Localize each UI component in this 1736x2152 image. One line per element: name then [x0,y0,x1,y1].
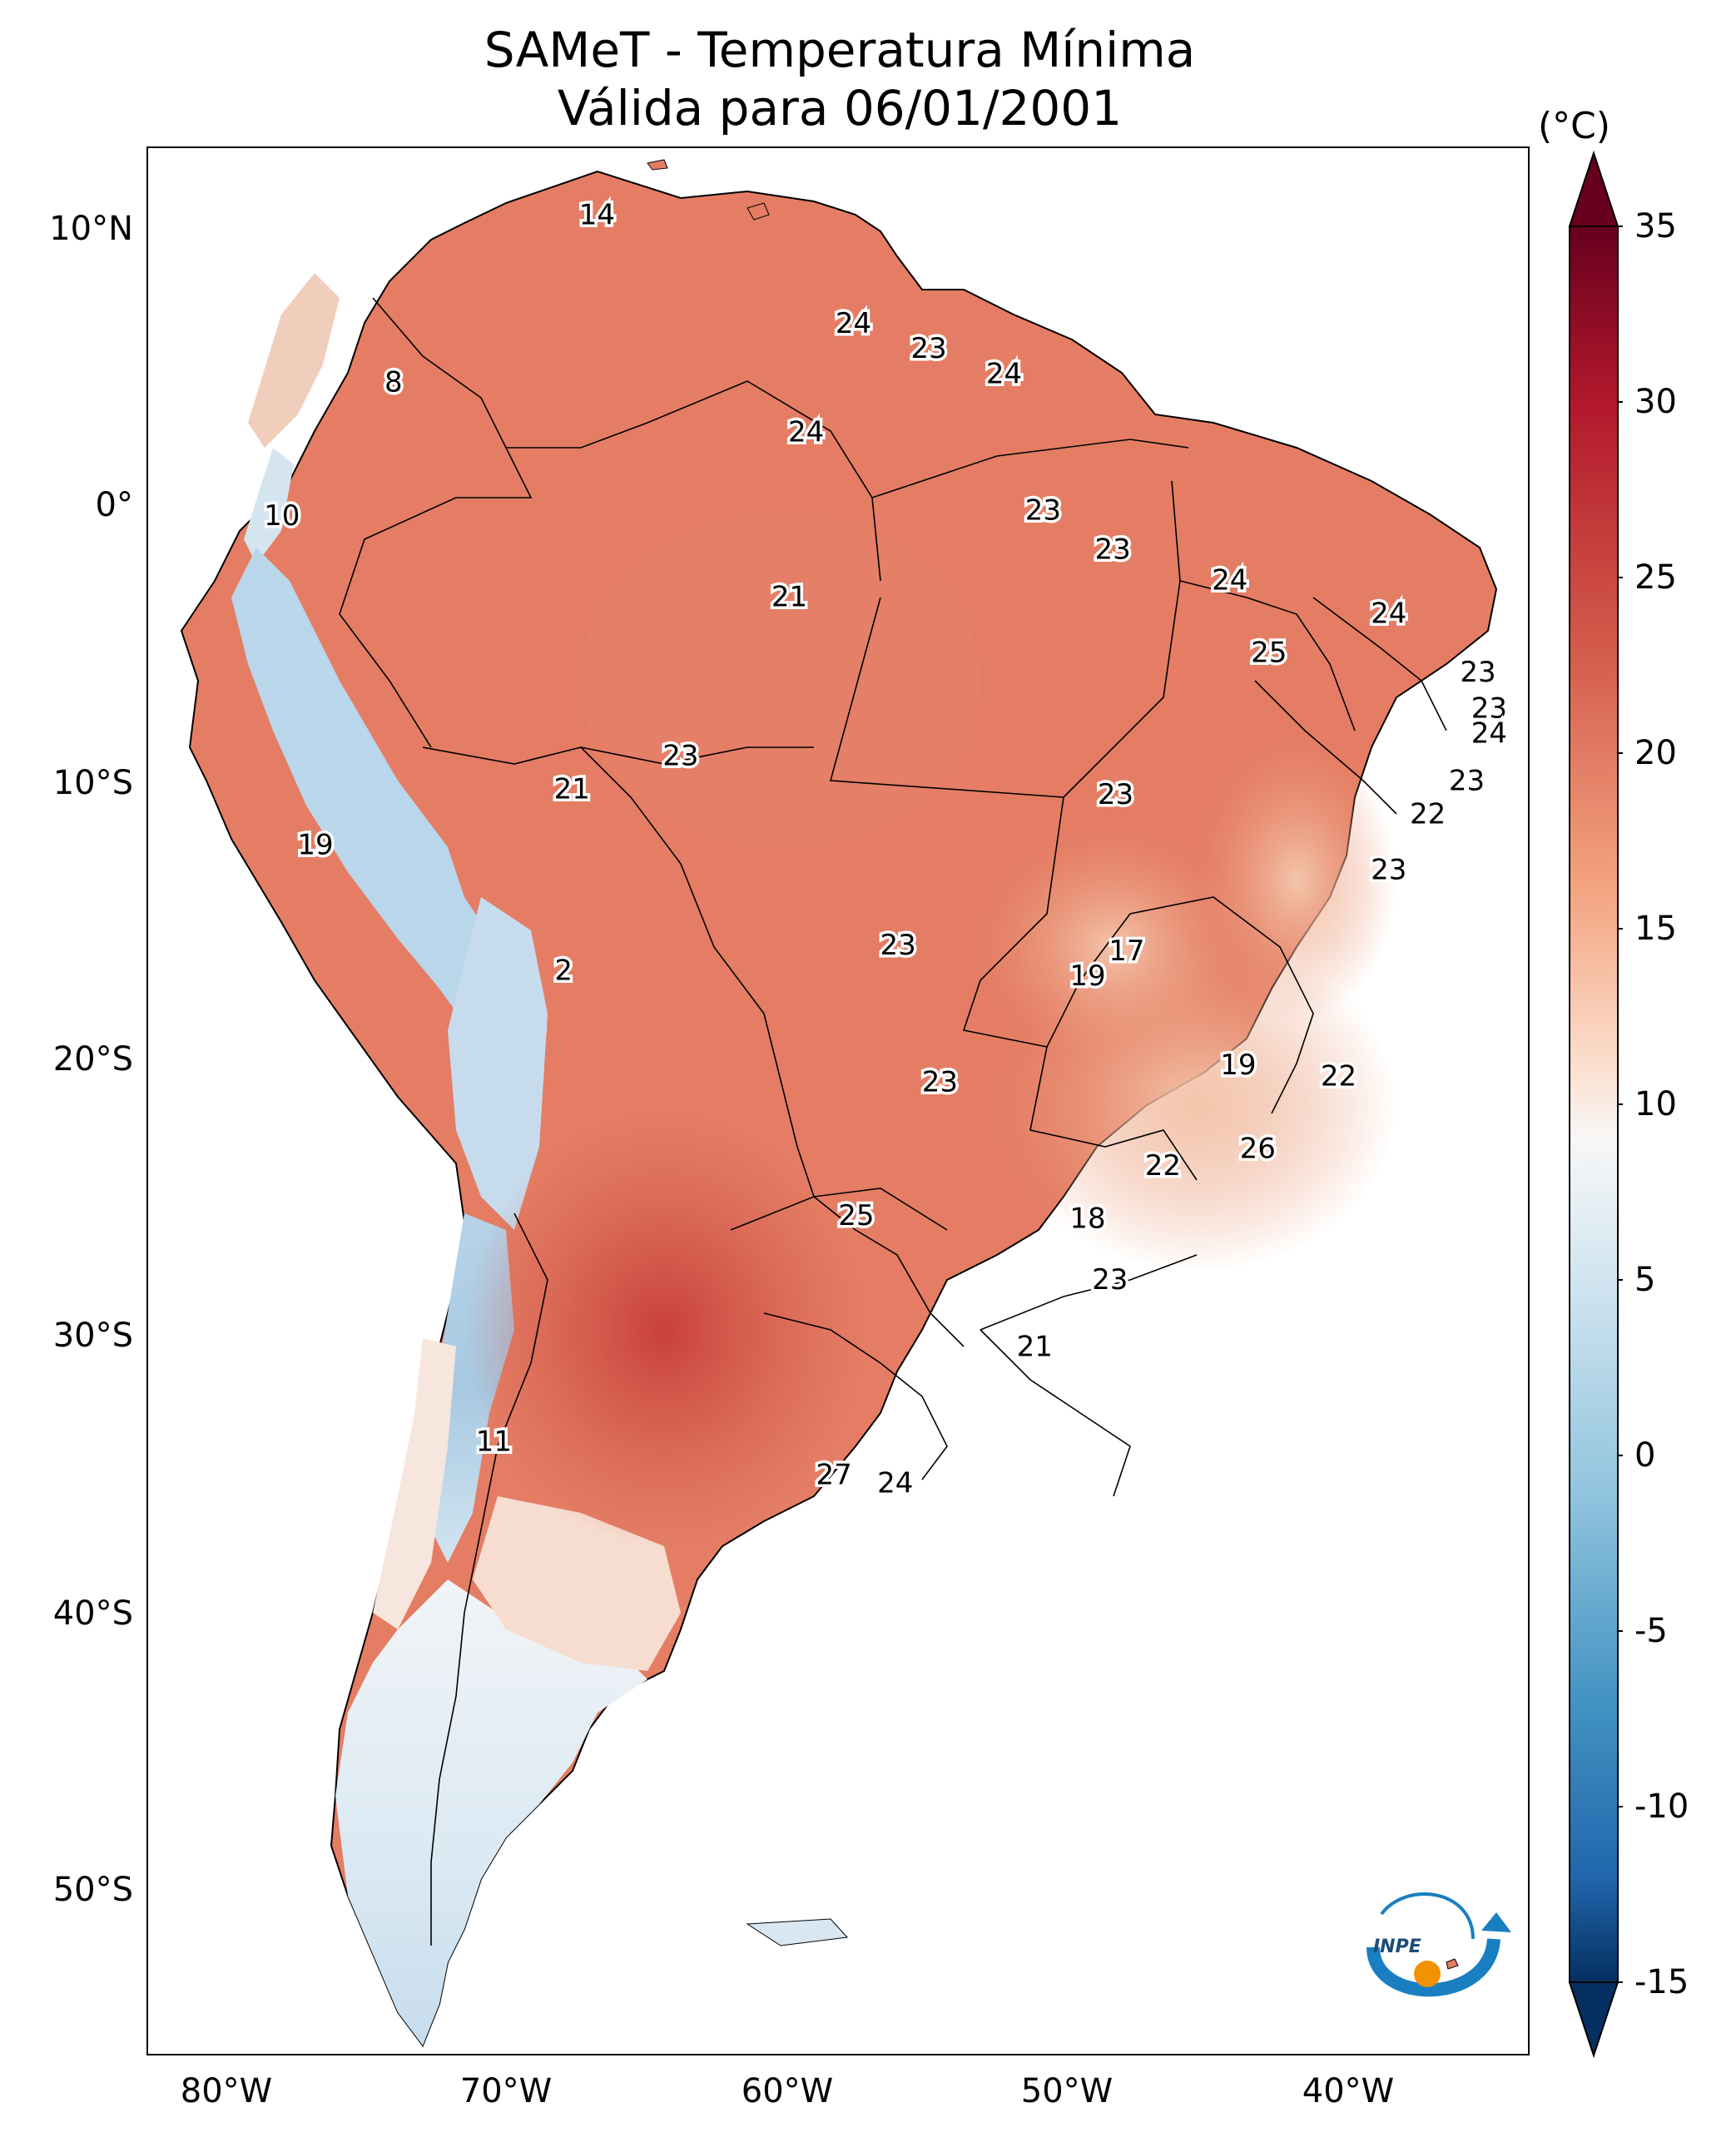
inpe-logo: INPE [1366,1892,1511,1997]
central-brazil-cooler [980,831,1247,1064]
station-value-22: 23 [1371,854,1406,887]
lat-label-0: 0° [95,486,133,524]
map-panel[interactable]: 14 8 24 23 24 24 10 23 23 24 21 24 25 23 23 24 23 23 21 23 2… [146,146,1530,2055]
station-value-30: 26 [1240,1133,1276,1166]
station-value-4: 24 [986,357,1022,390]
station-value-20: 22 [1410,798,1446,831]
lat-label-50s: 50°S [52,1871,133,1909]
station-value-1: 8 [384,365,403,399]
station-value-33: 18 [1069,1202,1105,1235]
colorbar-tick-label: -10 [1634,1788,1689,1826]
station-value-18: 21 [554,773,590,806]
station-value-9: 24 [1212,563,1247,597]
map-subtitle: Válida para 06/01/2001 [557,80,1123,136]
andes-north-cold [248,273,340,448]
andes-ecuador-cold [244,448,294,564]
logo-arc-thick [1366,1937,1500,1997]
lon-label-40w: 40°W [1302,2072,1395,2110]
northeast-brazil-cooler [1197,739,1396,1022]
colorbar-tick-label: -15 [1634,1963,1689,2001]
colorbar-tick-label: 20 [1634,734,1677,772]
station-value-12: 25 [1251,636,1287,669]
station-value-17: 23 [1449,764,1485,797]
altiplano-cold [448,897,548,1230]
station-value-3: 23 [910,332,946,365]
station-value-34: 23 [1092,1263,1128,1297]
station-value-28: 22 [1321,1060,1357,1093]
station-value-38: 24 [877,1467,913,1500]
station-value-7: 23 [1025,494,1061,528]
lon-label-60w: 60°W [741,2072,834,2110]
colorbar-tick-label: 15 [1634,910,1677,948]
lon-label-80w: 80°W [180,2072,273,2110]
station-value-29: 23 [922,1065,958,1098]
station-value-2: 24 [836,307,871,340]
station-value-31: 22 [1145,1149,1181,1183]
patagonia-cool [335,1579,647,2045]
colorbar-tick-label: -5 [1634,1612,1668,1650]
station-value-37: 27 [816,1459,851,1492]
islands [647,159,1459,1970]
lon-label-70w: 70°W [459,2072,553,2110]
colorbar-tick-label: 25 [1634,558,1677,597]
station-value-5: 24 [788,416,824,449]
station-value-15: 24 [1471,717,1507,751]
station-value-26: 19 [1069,959,1105,993]
chile-coast-pale [373,1338,456,1629]
station-value-0: 14 [579,198,615,231]
colorbar-ticks [1618,226,1623,1983]
amazon-warm [581,514,980,847]
logo-arrow [1481,1912,1511,1932]
lon-label-50w: 50°W [1020,2072,1114,2110]
colorbar-tick-label: 10 [1634,1085,1677,1123]
lat-label-40s: 40°S [52,1594,133,1633]
colorbar-extend-top [1568,150,1619,227]
colorbar-tick-label: 5 [1634,1261,1656,1299]
logo-orange-dot [1414,1961,1441,1987]
lat-label-10s: 10°S [52,764,133,802]
temperature-field [231,273,1396,2045]
station-value-16: 23 [662,739,698,772]
station-value-21: 19 [297,829,333,862]
lat-label-10n: 10°N [49,210,133,248]
station-value-32: 25 [838,1199,874,1232]
colorbar-extend-bottom [1568,1981,1619,2059]
station-value-35: 21 [1017,1331,1053,1364]
station-value-36: 11 [476,1425,512,1458]
station-value-14: 23 [1471,692,1507,725]
station-value-11: 24 [1371,597,1406,630]
lat-label-30s: 30°S [52,1316,133,1355]
map-title: SAMeT - Temperatura Mínima [484,22,1196,78]
station-value-27: 19 [1220,1049,1256,1082]
station-value-6: 10 [264,499,300,533]
colorbar-unit: (°C) [1538,105,1611,147]
colorbar [1568,150,1623,2059]
colorbar-tick-label: 35 [1634,207,1677,245]
logo-text: INPE [1373,1936,1421,1957]
colorbar-tick-label: 30 [1634,383,1677,421]
station-value-13: 23 [1460,656,1495,689]
station-value-25: 2 [554,954,573,987]
country-borders [339,297,1447,1946]
station-value-19: 23 [1098,778,1133,811]
station-value-24: 17 [1109,935,1144,968]
station-value-23: 23 [880,929,916,962]
station-value-10: 21 [771,580,807,613]
chaco-hot-spot [464,1113,864,1546]
colorbar-body [1569,226,1619,1983]
colorbar-tick-label: 0 [1634,1436,1656,1475]
station-value-8: 23 [1094,533,1130,566]
lat-label-20s: 20°S [52,1040,133,1078]
logo-arc-thin [1380,1892,1475,1940]
